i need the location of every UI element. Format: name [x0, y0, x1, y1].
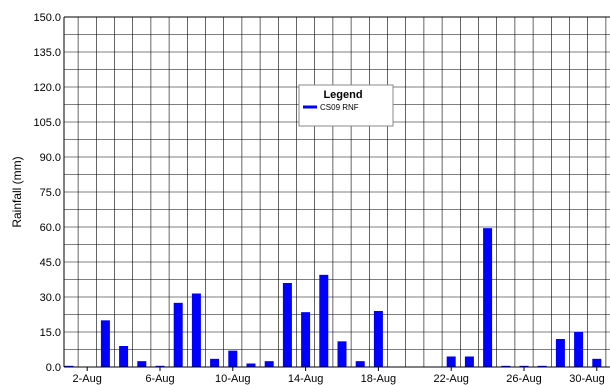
bar-22-Aug — [446, 356, 456, 367]
bar-8-Aug — [191, 293, 201, 367]
x-tick-label: 18-Aug — [361, 373, 396, 385]
x-tick-label: 10-Aug — [215, 373, 250, 385]
x-tick-label: 22-Aug — [433, 373, 468, 385]
bar-11-Aug — [246, 363, 256, 367]
bar-10-Aug — [228, 350, 238, 367]
bar-14-Aug — [301, 312, 311, 367]
bar-5-Aug — [137, 361, 147, 367]
y-tick-label: 75.0 — [40, 187, 61, 199]
bar-25-Aug — [501, 365, 511, 367]
y-tick-label: 135.0 — [33, 47, 61, 59]
bar-29-Aug — [574, 332, 584, 367]
y-tick-label: 105.0 — [33, 117, 61, 129]
y-tick-label: 45.0 — [40, 257, 61, 269]
x-tick-label: 30-Aug — [569, 373, 604, 385]
legend-title: Legend — [323, 89, 362, 101]
bar-7-Aug — [173, 302, 183, 367]
bar-17-Aug — [355, 361, 365, 367]
y-tick-label: 60.0 — [40, 222, 61, 234]
bar-9-Aug — [210, 358, 220, 367]
y-tick-label: 150.0 — [33, 12, 61, 24]
bar-12-Aug — [264, 361, 274, 367]
y-tick-label: 30.0 — [40, 292, 61, 304]
x-tick-label: 14-Aug — [288, 373, 323, 385]
legend: Legend CS09 RNF — [298, 84, 394, 127]
y-tick-label: 15.0 — [40, 327, 61, 339]
bar-6-Aug — [155, 365, 165, 367]
legend-entry-label: CS09 RNF — [320, 103, 359, 112]
bar-18-Aug — [373, 311, 383, 367]
bar-30-Aug — [592, 358, 602, 367]
bars — [64, 228, 602, 367]
bar-26-Aug — [519, 365, 529, 367]
x-ticks: 2-Aug 6-Aug 10-Aug 14-Aug 18-Aug 22-Aug 26-Aug… — [73, 367, 605, 385]
axes — [63, 16, 610, 368]
bar-23-Aug — [464, 356, 474, 367]
bar-13-Aug — [282, 283, 292, 367]
bar-24-Aug — [483, 228, 493, 367]
y-tick-label: 90.0 — [40, 152, 61, 164]
y-axis-label: Rainfall (mm) — [10, 156, 24, 227]
x-tick-label: 6-Aug — [145, 373, 174, 385]
grid-lines — [64, 16, 610, 368]
bar-1-Aug — [64, 365, 74, 367]
x-tick-label: 26-Aug — [506, 373, 541, 385]
bar-3-Aug — [100, 320, 110, 367]
bar-15-Aug — [319, 274, 329, 367]
bar-16-Aug — [337, 341, 347, 367]
bar-4-Aug — [119, 346, 129, 367]
bar-28-Aug — [555, 339, 565, 367]
x-tick-label: 2-Aug — [73, 373, 102, 385]
y-tick-label: 0.0 — [46, 362, 61, 374]
y-tick-label: 120.0 — [33, 82, 61, 94]
y-ticks: 0.0 15.0 30.0 45.0 60.0 75.0 90.0 105.0 120.0 135… — [33, 12, 61, 374]
bar-27-Aug — [537, 365, 547, 367]
